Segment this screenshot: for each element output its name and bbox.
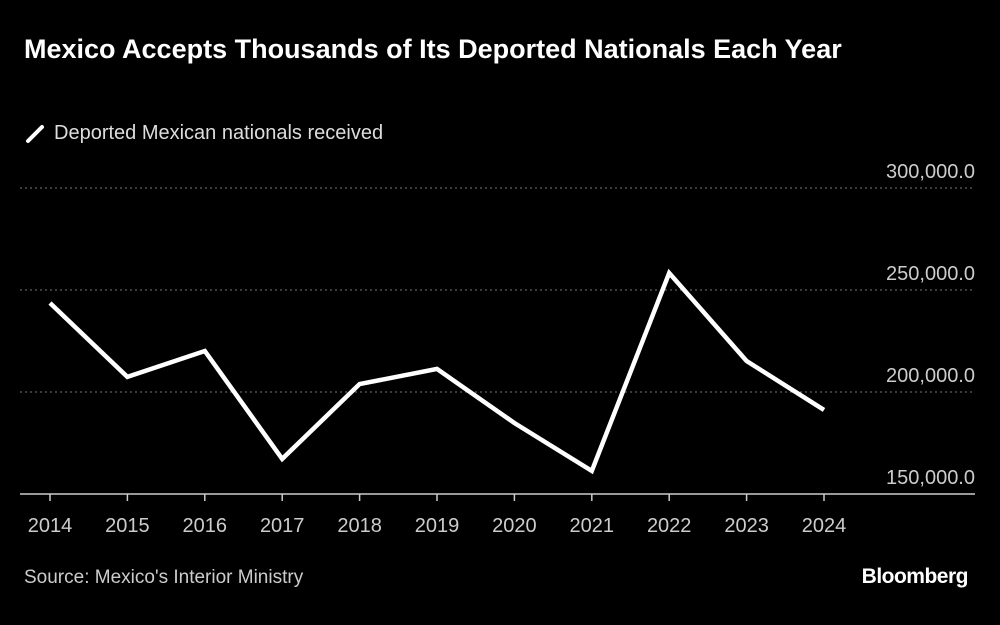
x-tick-label: 2021 [570, 515, 615, 537]
y-tick-label: 150,000.0 [886, 467, 975, 489]
x-tick-label: 2020 [492, 515, 537, 537]
x-tick-label: 2017 [260, 515, 305, 537]
x-tick-label: 2023 [724, 515, 769, 537]
x-tick-label: 2014 [28, 515, 73, 537]
x-tick-label: 2015 [105, 515, 150, 537]
y-tick-label: 300,000.0 [886, 161, 975, 183]
x-tick-label: 2022 [647, 515, 692, 537]
line [48, 268, 826, 475]
logo: Bloomberg [861, 565, 969, 588]
legend-swatch [26, 124, 44, 143]
x-tick-label: 2016 [183, 515, 228, 537]
y-tick-label: 200,000.0 [886, 365, 975, 387]
chart-title: Mexico Accepts Thousands of Its Deported… [24, 34, 842, 64]
source: Source: Mexico's Interior Ministry [24, 567, 304, 588]
y-tick-label: 250,000.0 [886, 263, 975, 285]
x-tick-label: 2019 [415, 515, 460, 537]
legend: Deported Mexican nationals received [24, 122, 383, 145]
x-tick-label: 2018 [337, 515, 382, 537]
legend-label: Deported Mexican nationals received [54, 122, 384, 144]
x-tick-label: 2024 [802, 515, 847, 537]
